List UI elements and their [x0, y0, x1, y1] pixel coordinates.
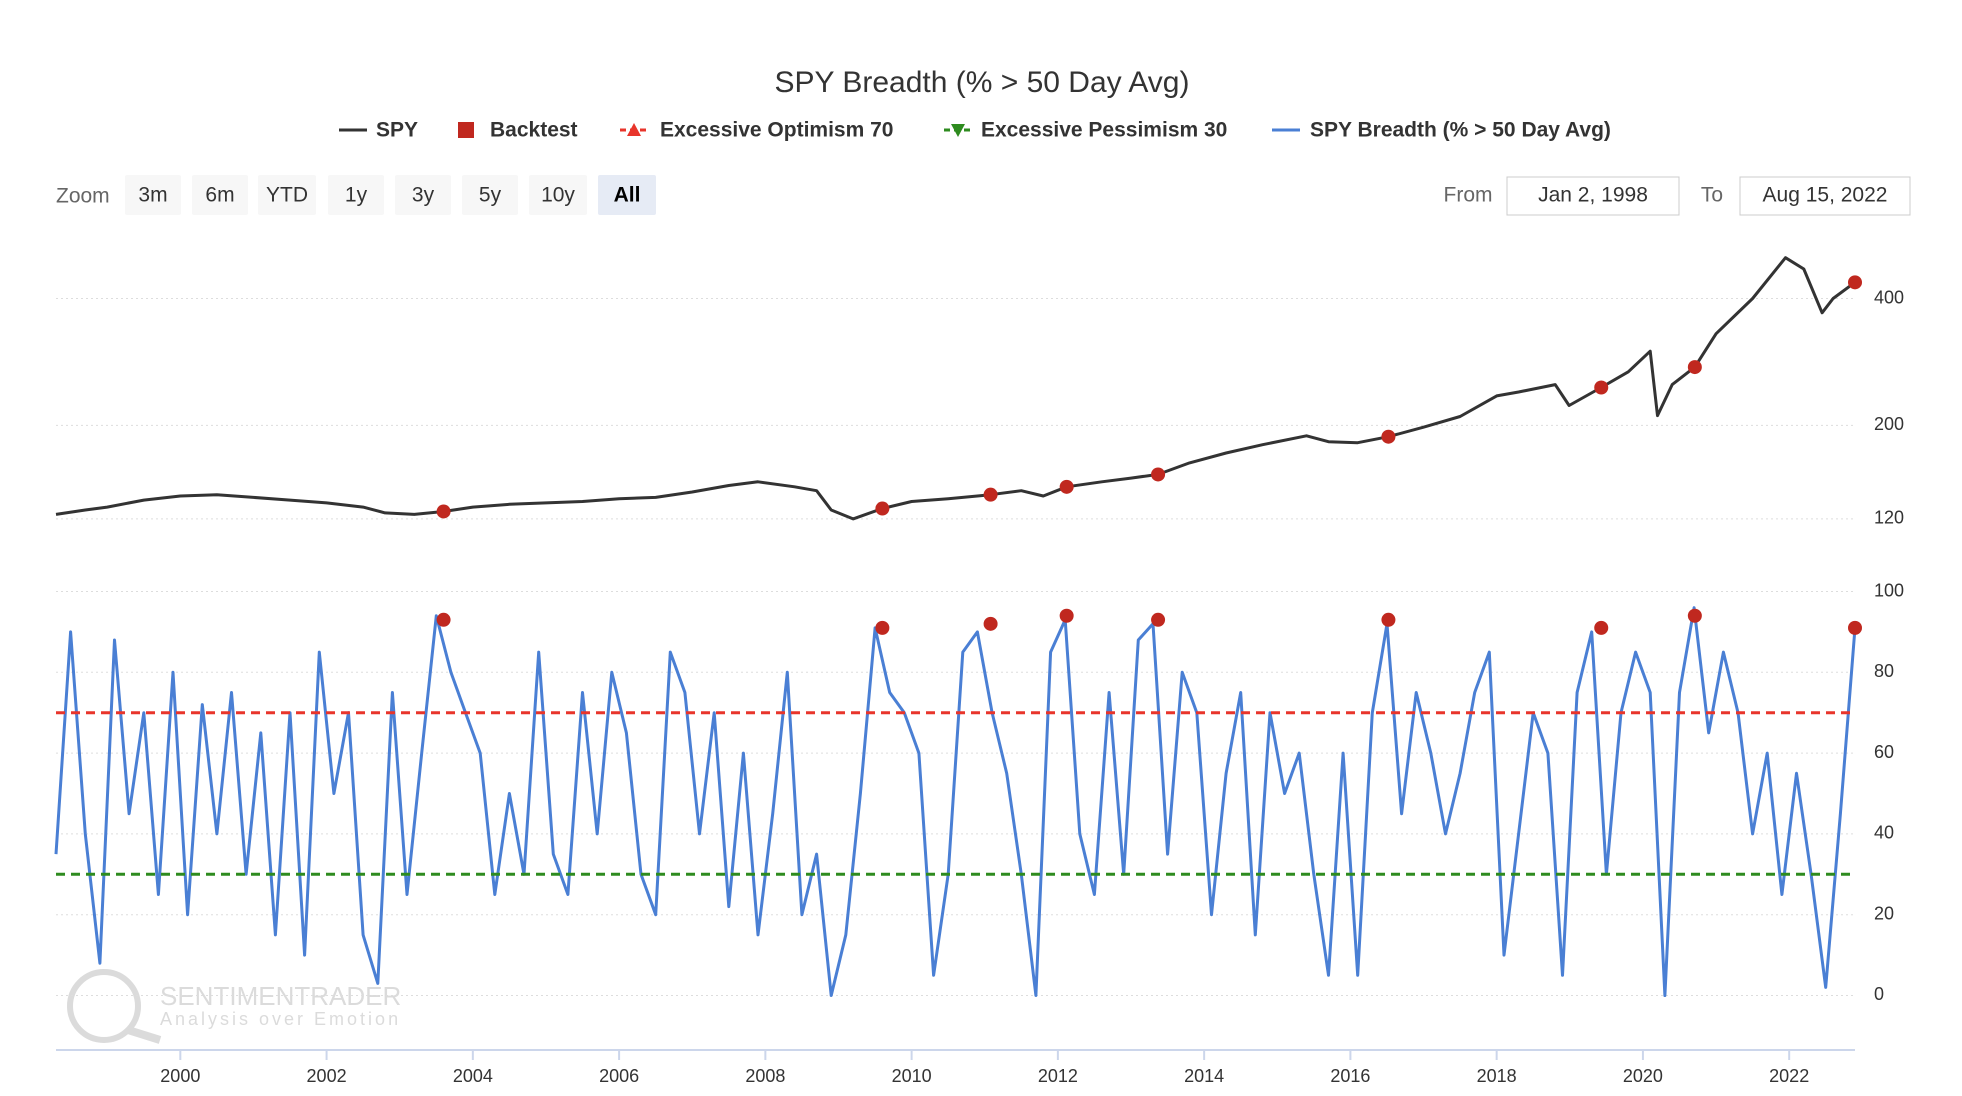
zoom-button[interactable]	[258, 175, 316, 215]
legend-marker	[627, 123, 641, 136]
legend-marker	[951, 124, 965, 137]
y-tick-label: 20	[1874, 903, 1894, 923]
backtest-marker	[983, 487, 998, 502]
x-tick-label: 2022	[1769, 1066, 1809, 1086]
to-value: Aug 15, 2022	[1763, 184, 1888, 207]
series-line	[54, 606, 1857, 997]
x-tick-label: 2008	[745, 1066, 785, 1086]
backtest-marker	[1381, 429, 1396, 444]
backtest-marker	[1848, 275, 1862, 290]
backtest-marker	[1059, 608, 1074, 623]
watermark-logo	[67, 969, 141, 1043]
backtest-marker	[875, 620, 890, 635]
legend-label: SPY Breadth (% > 50 Day Avg)	[1310, 119, 1611, 142]
backtest-marker	[1848, 620, 1862, 635]
backtest-marker	[1594, 620, 1609, 635]
legend-marker	[458, 122, 474, 138]
zoom-button[interactable]	[125, 175, 181, 215]
watermark-logo	[126, 1026, 162, 1044]
x-tick-label: 2000	[160, 1066, 200, 1086]
backtest-marker	[1151, 467, 1166, 482]
legend-label: SPY	[376, 119, 418, 142]
from-label: From	[1444, 184, 1493, 207]
backtest-marker	[436, 504, 451, 519]
x-tick-label: 2002	[307, 1066, 347, 1086]
y-tick-label: 100	[1874, 580, 1904, 600]
zoom-button[interactable]	[395, 175, 451, 215]
zoom-button[interactable]	[462, 175, 518, 215]
y-tick-label: 0	[1874, 984, 1884, 1004]
x-tick-label: 2006	[599, 1066, 639, 1086]
zoom-label: Zoom	[56, 185, 110, 208]
zoom-button-label: 6m	[205, 184, 234, 207]
zoom-button-label: 3y	[412, 184, 435, 207]
legend-label: Excessive Pessimism 30	[981, 119, 1227, 142]
backtest-marker	[875, 501, 890, 516]
zoom-button-label: 10y	[541, 184, 575, 207]
zoom-button-label: 1y	[345, 184, 368, 207]
from-value: Jan 2, 1998	[1538, 184, 1648, 207]
x-tick-label: 2018	[1477, 1066, 1517, 1086]
y-tick-label: 40	[1874, 823, 1894, 843]
x-tick-label: 2012	[1038, 1066, 1078, 1086]
legend-label: Excessive Optimism 70	[660, 119, 893, 142]
backtest-marker	[983, 616, 998, 631]
x-tick-label: 2020	[1623, 1066, 1663, 1086]
y-tick-label: 120	[1874, 508, 1904, 528]
backtest-marker	[1151, 612, 1166, 627]
x-tick-label: 2014	[1184, 1066, 1224, 1086]
backtest-marker	[1687, 360, 1702, 375]
backtest-marker	[1059, 479, 1074, 494]
zoom-button-label: YTD	[266, 184, 308, 207]
chart-title: SPY Breadth (% > 50 Day Avg)	[775, 66, 1190, 99]
x-tick-label: 2016	[1330, 1066, 1370, 1086]
from-input[interactable]	[1506, 176, 1680, 216]
legend-label: Backtest	[490, 119, 578, 142]
to-input[interactable]	[1739, 176, 1911, 216]
zoom-button-label: 3m	[138, 184, 167, 207]
y-tick-label: 60	[1874, 742, 1894, 762]
y-tick-label: 400	[1874, 287, 1904, 307]
zoom-button[interactable]	[192, 175, 248, 215]
to-label: To	[1701, 184, 1723, 207]
backtest-marker	[1594, 380, 1609, 395]
backtest-marker	[1381, 612, 1396, 627]
x-tick-label: 2010	[892, 1066, 932, 1086]
zoom-button[interactable]	[328, 175, 384, 215]
zoom-button-label: 5y	[479, 184, 502, 207]
y-tick-label: 80	[1874, 661, 1894, 681]
y-tick-label: 200	[1874, 414, 1904, 434]
series-line	[55, 256, 1856, 521]
zoom-button[interactable]	[529, 175, 587, 215]
zoom-button[interactable]	[598, 175, 656, 215]
watermark-tagline: Analysis over Emotion	[160, 1009, 401, 1029]
backtest-marker	[1687, 608, 1702, 623]
backtest-marker	[436, 612, 451, 627]
x-tick-label: 2004	[453, 1066, 493, 1086]
zoom-button-label: All	[614, 184, 641, 207]
